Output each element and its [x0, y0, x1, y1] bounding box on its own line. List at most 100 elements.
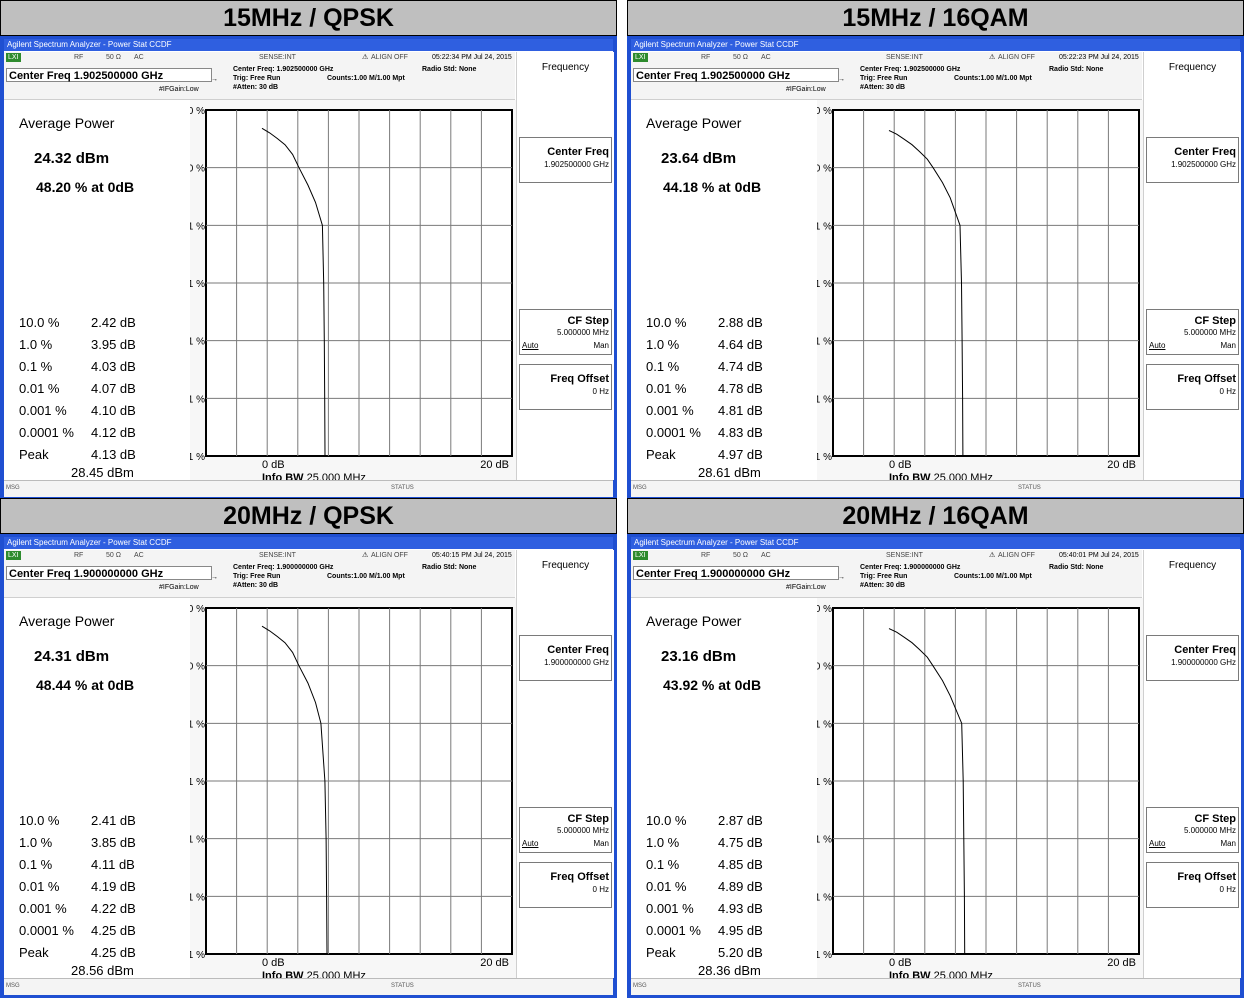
man-option[interactable]: Man — [593, 839, 609, 848]
softkey-panel: Frequency Center Freq 1.900000000 GHz CF St… — [1143, 550, 1241, 978]
ccdf-row-label: 0.01 % — [19, 381, 60, 396]
freq-offset-softkey[interactable]: Freq Offset 0 Hz — [1146, 862, 1239, 908]
warning-icon: ⚠ — [362, 54, 369, 61]
cf-step-softkey[interactable]: CF Step 5.000000 MHz Auto Man — [1146, 309, 1239, 355]
ccdf-panel: 15MHz / 16QAM Agilent Spectrum Analyzer -… — [627, 0, 1244, 500]
center-freq-display[interactable]: Center Freq 1.900000000 GHz — [6, 566, 212, 580]
auto-option[interactable]: Auto — [1149, 341, 1166, 350]
settings-bar: LXI RF 50 Ω AC SENSE:INT ⚠ ALIGN OFF 05:40:15 P… — [4, 550, 515, 598]
attenuation: #Atten: 30 dB — [233, 582, 279, 589]
analyzer-window: Agilent Spectrum Analyzer - Power Stat C… — [0, 534, 617, 998]
percent-at-0db: 43.92 % at 0dB — [663, 677, 762, 693]
info-center-freq: Center Freq: 1.902500000 GHz — [233, 66, 334, 73]
results-panel: Average Power 23.16 dBm 43.92 % at 0dB 10.0… — [631, 598, 817, 978]
trigger-mode: Trig: Free Run — [860, 573, 908, 580]
y-tick-label: 0.001 % — [817, 892, 832, 903]
impedance-indicator: 50 Ω — [733, 552, 748, 559]
x-tick-label: 20 dB — [1107, 957, 1136, 969]
trigger-mode: Trig: Free Run — [233, 75, 281, 82]
y-tick-label: 0.0001 % — [817, 950, 832, 961]
status-label: STATUS — [1018, 983, 1041, 989]
y-tick-label: 100 % — [190, 106, 205, 117]
ccdf-row-label: 0.0001 % — [19, 425, 74, 440]
coupling-indicator: AC — [134, 54, 144, 61]
softkey-label: CF Step — [567, 315, 609, 327]
softkey-value: 0 Hz — [592, 387, 609, 396]
timestamp: 05:22:34 PM Jul 24, 2015 — [432, 54, 512, 61]
center-freq-softkey[interactable]: Center Freq 1.902500000 GHz — [1146, 137, 1239, 183]
auto-option[interactable]: Auto — [522, 341, 539, 350]
panel-title: 20MHz / QPSK — [0, 498, 617, 534]
sense-indicator: SENSE:INT — [259, 54, 296, 61]
softkey-value: 5.000000 MHz — [1183, 328, 1236, 337]
percent-at-0db: 48.20 % at 0dB — [36, 179, 135, 195]
status-label: STATUS — [391, 485, 414, 491]
average-power-title: Average Power — [646, 115, 742, 131]
auto-option[interactable]: Auto — [522, 839, 539, 848]
ccdf-row-label: Peak — [19, 447, 49, 462]
ccdf-panel: 20MHz / 16QAM Agilent Spectrum Analyzer -… — [627, 498, 1244, 998]
freq-offset-softkey[interactable]: Freq Offset 0 Hz — [519, 862, 612, 908]
status-bar: MSG STATUS — [631, 978, 1240, 995]
lxi-icon: LXI — [6, 53, 21, 62]
counts: Counts:1.00 M/1.00 Mpt — [954, 573, 1032, 580]
ccdf-trace — [261, 127, 326, 457]
y-tick-label: 0.01 % — [817, 835, 832, 846]
center-freq-softkey[interactable]: Center Freq 1.902500000 GHz — [519, 137, 612, 183]
x-tick-label: 20 dB — [480, 957, 509, 969]
ccdf-row-label: Peak — [19, 945, 49, 960]
ccdf-row-label: 0.001 % — [646, 901, 694, 916]
man-option[interactable]: Man — [1220, 341, 1236, 350]
lxi-icon: LXI — [6, 551, 21, 560]
ccdf-row-label: 0.001 % — [19, 403, 67, 418]
radio-std: Radio Std: None — [422, 564, 477, 571]
window-title-bar: Agilent Spectrum Analyzer - Power Stat C… — [631, 39, 1240, 51]
warning-icon: ⚠ — [989, 552, 996, 559]
center-freq-display[interactable]: Center Freq 1.900000000 GHz — [633, 566, 839, 580]
center-freq-softkey[interactable]: Center Freq 1.900000000 GHz — [519, 635, 612, 681]
ccdf-row-label: 0.1 % — [19, 857, 53, 872]
counts: Counts:1.00 M/1.00 Mpt — [954, 75, 1032, 82]
status-bar: MSG STATUS — [4, 978, 613, 995]
status-label: STATUS — [391, 983, 414, 989]
results-panel: Average Power 24.32 dBm 48.20 % at 0dB 10.0… — [4, 100, 190, 480]
softkey-menu-title: Frequency — [1168, 560, 1217, 571]
status-bar: MSG STATUS — [631, 480, 1240, 497]
trigger-arrow-icon: → — [838, 76, 845, 83]
cf-step-softkey[interactable]: CF Step 5.000000 MHz Auto Man — [1146, 807, 1239, 853]
man-option[interactable]: Man — [1220, 839, 1236, 848]
rf-indicator: RF — [74, 54, 84, 61]
ccdf-chart: 100 % 10 % 1 % 0.1 % 0.01 % 0.001 % 0.0001 % 0 … — [790, 604, 1140, 982]
radio-std: Radio Std: None — [1049, 66, 1104, 73]
y-tick-label: 100 % — [817, 106, 832, 117]
center-freq-display[interactable]: Center Freq 1.902500000 GHz — [6, 68, 212, 82]
align-indicator: ALIGN OFF — [998, 54, 1035, 61]
freq-offset-softkey[interactable]: Freq Offset 0 Hz — [519, 364, 612, 410]
attenuation: #Atten: 30 dB — [860, 84, 906, 91]
y-tick-label: 0.0001 % — [190, 452, 205, 463]
ccdf-graph-area: 100 % 10 % 1 % 0.1 % 0.01 % 0.001 % 0.0001 % 0 … — [790, 598, 1143, 982]
analyzer-window: Agilent Spectrum Analyzer - Power Stat C… — [627, 36, 1244, 500]
center-freq-display[interactable]: Center Freq 1.902500000 GHz — [633, 68, 839, 82]
softkey-panel: Frequency Center Freq 1.900000000 GHz CF St… — [516, 550, 614, 978]
ccdf-row-label: 0.001 % — [19, 901, 67, 916]
window-title-bar: Agilent Spectrum Analyzer - Power Stat C… — [631, 537, 1240, 549]
y-tick-label: 0.1 % — [817, 777, 832, 788]
auto-option[interactable]: Auto — [1149, 839, 1166, 848]
sense-indicator: SENSE:INT — [259, 552, 296, 559]
lxi-icon: LXI — [633, 551, 648, 560]
freq-offset-softkey[interactable]: Freq Offset 0 Hz — [1146, 364, 1239, 410]
panel-title: 15MHz / QPSK — [0, 0, 617, 36]
center-freq-softkey[interactable]: Center Freq 1.900000000 GHz — [1146, 635, 1239, 681]
softkey-value: 1.900000000 GHz — [544, 658, 609, 667]
ccdf-row-value: 4.07 dB — [91, 381, 136, 396]
man-option[interactable]: Man — [593, 341, 609, 350]
cf-step-softkey[interactable]: CF Step 5.000000 MHz Auto Man — [519, 309, 612, 355]
ccdf-row-value: 4.85 dB — [718, 857, 763, 872]
cf-step-softkey[interactable]: CF Step 5.000000 MHz Auto Man — [519, 807, 612, 853]
average-power-title: Average Power — [646, 613, 742, 629]
results-panel: Average Power 24.31 dBm 48.44 % at 0dB 10.0… — [4, 598, 190, 978]
msg-label: MSG — [6, 485, 20, 491]
settings-bar: LXI RF 50 Ω AC SENSE:INT ⚠ ALIGN OFF 05:22:34 P… — [4, 52, 515, 100]
ccdf-row-label: 0.0001 % — [646, 923, 701, 938]
